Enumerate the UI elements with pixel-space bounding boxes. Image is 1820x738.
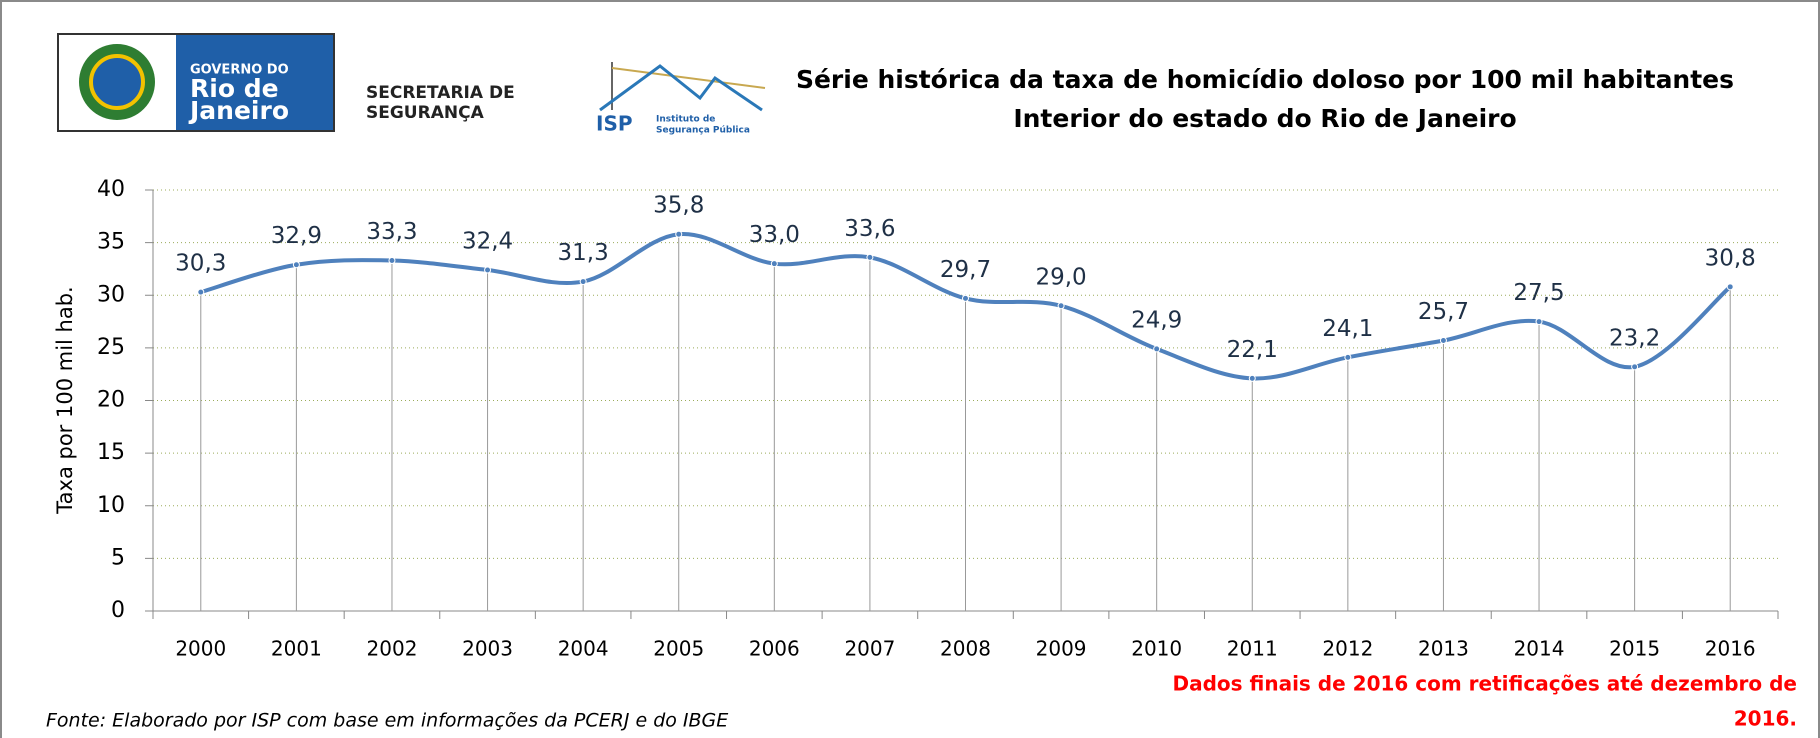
data-label: 35,8 [653,193,704,219]
data-label: 27,5 [1513,280,1564,306]
x-tick-label: 2002 [367,637,418,661]
y-tick-label: 35 [97,230,125,255]
x-tick-label: 2016 [1705,637,1756,661]
point [1153,345,1161,353]
data-label: 30,3 [175,251,226,277]
data-label: 31,3 [558,240,609,266]
point [962,294,969,302]
data-label: 33,0 [749,222,800,248]
chart-title: Série histórica da taxa de homicídio dol… [796,65,1734,94]
point [1248,374,1256,382]
x-tick-label: 2015 [1609,637,1660,661]
x-tick-label: 2001 [271,637,322,661]
x-tick-label: 2011 [1227,637,1278,661]
data-label: 22,1 [1227,337,1278,363]
secretaria-text: SEGURANÇA [366,103,485,123]
point [770,260,778,268]
point [484,266,492,274]
chart-title: Interior do estado do Rio de Janeiro [1013,104,1516,133]
point [1631,363,1639,371]
isp-shape [611,67,766,89]
data-label: 24,9 [1131,307,1182,333]
data-label: 29,0 [1035,264,1086,290]
series-line [200,232,1732,381]
point [292,261,300,269]
point [1057,302,1065,310]
data-label: 23,2 [1609,325,1660,351]
x-tick-label: 2004 [558,637,609,661]
x-tick-label: 2000 [175,637,226,661]
y-tick-label: 30 [97,282,125,307]
x-tick-label: 2007 [844,637,895,661]
point [197,288,205,296]
data-label: 29,7 [940,257,991,283]
logo-text: Rio de [190,74,279,103]
data-label: 33,6 [844,216,895,242]
data-label: 32,4 [462,228,513,254]
source: Fonte: Elaborado por ISP com base em inf… [46,710,728,732]
x-tick-label: 2010 [1131,637,1182,661]
data-label: 30,8 [1705,245,1756,271]
data-label: 24,1 [1322,316,1373,342]
y-tick-label: 0 [111,598,125,623]
y-tick-label: 20 [97,388,125,413]
isp-shape [599,64,763,112]
point [866,253,874,261]
isp-text: Instituto de [656,115,715,125]
y-tick-label: 25 [97,335,125,360]
x-tick-label: 2012 [1322,637,1373,661]
x-tick-label: 2005 [653,637,704,661]
data-label: 32,9 [271,223,322,249]
data-label: 25,7 [1418,299,1469,325]
logo-emblem-core [89,54,145,110]
x-tick-label: 2009 [1036,637,1087,661]
isp-text: ISP [596,112,633,136]
y-tick-label: 5 [111,545,125,570]
y-tick-label: 15 [97,440,125,465]
point [1344,353,1352,361]
isp-text: Segurança Pública [656,126,750,136]
point [1726,283,1734,291]
x-tick-label: 2014 [1514,637,1565,661]
secretaria-text: SECRETARIA DE [366,83,515,103]
logo-text: GOVERNO DO [190,63,289,78]
point [1439,337,1447,345]
point [579,278,587,286]
point [1535,318,1543,326]
x-tick-label: 2003 [462,637,513,661]
x-tick-label: 2008 [940,637,991,661]
y-axis-label: Taxa por 100 mil hab. [53,286,77,514]
logo-rj-panel [176,35,333,130]
y-tick-label: 40 [97,177,125,202]
data-label: 33,3 [366,219,417,245]
annotation: 2016. [1734,707,1797,731]
point [388,257,396,265]
x-tick-label: 2013 [1418,637,1469,661]
logo-text: Janeiro [188,96,289,125]
point [675,230,683,238]
annotation: Dados finais de 2016 com retificações at… [1173,672,1798,696]
y-tick-label: 10 [97,493,125,518]
x-tick-label: 2006 [749,637,800,661]
